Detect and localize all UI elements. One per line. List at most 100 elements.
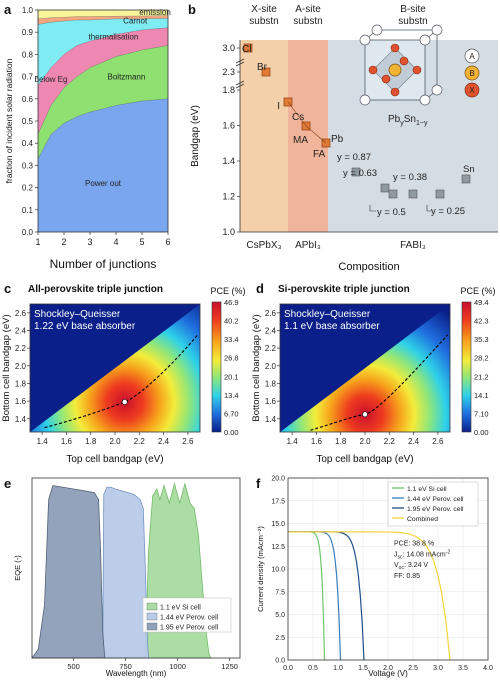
legend-label: 1.95 eV Perov. cell	[160, 625, 219, 632]
point-cl	[243, 43, 253, 53]
y-tick-label: 1.4	[222, 156, 235, 166]
point-label: Sn	[463, 164, 475, 175]
atom-x	[412, 65, 422, 75]
chart-e: 500 750 1000 1250 Wavelength (nm) EQE (-) 1.1 …	[13, 477, 241, 678]
legend-label: Combined	[407, 516, 438, 523]
series-label: thermalisation	[88, 33, 138, 42]
x-tick-label: 2.0	[109, 437, 121, 446]
colorbar-tick-label: 33.4	[224, 335, 239, 344]
axis-break	[235, 80, 245, 89]
legend-atom-label: A	[469, 52, 475, 61]
section-bottom-label: APbI₃	[295, 240, 321, 251]
x-tick-label: 1.8	[335, 437, 347, 446]
legend-atom-b	[464, 65, 480, 81]
y-axis-label: EQE (-)	[13, 555, 22, 581]
section-title: A-site	[295, 4, 321, 15]
area-emission	[38, 10, 168, 19]
y-tick-label: 0.8	[22, 50, 34, 59]
axis-break	[235, 58, 245, 67]
atom-a	[359, 34, 371, 46]
series-label: Boltzmann	[108, 73, 146, 82]
boundary-line	[37, 45, 169, 135]
metric-ff: FF: 0.85	[394, 573, 420, 580]
x-tick-label: 3.0	[433, 665, 443, 672]
connector-line	[287, 101, 307, 127]
y-tick-label: 1.6	[222, 121, 235, 131]
y-tick-label: 2.6	[15, 309, 27, 318]
chart-a: 0.0 0.1 0.2 0.3 0.4 0.5 0.6 0.7 0.8 0.9 1.0 1 2 3 4 5 6N…	[4, 6, 171, 271]
heatmap-mask	[280, 304, 450, 432]
x-tick-label: 2.4	[158, 437, 170, 446]
section-title: substn	[249, 16, 278, 27]
colorbar-tick-label: 28.2	[474, 354, 489, 363]
annotation-line2: 1.22 eV base absorber	[34, 321, 136, 332]
point-gray	[380, 183, 390, 193]
area-thermalisation	[38, 18, 168, 86]
y-tick-label: 0.5	[22, 117, 34, 126]
x-tick-label: 2.2	[134, 437, 146, 446]
y-tick-label: 2.0	[15, 362, 27, 371]
x-tick-label: 3	[87, 237, 92, 247]
point-label: y = 0.25	[431, 206, 465, 217]
y-axis-label: Bottom cell bandgap (eV)	[1, 314, 12, 421]
y-tick-label: 2.3	[222, 67, 235, 77]
x-tick-label: 1250	[221, 662, 238, 671]
legend-swatch	[146, 612, 158, 621]
legend-box	[142, 597, 232, 633]
boundary-line	[37, 27, 169, 86]
eqe-area-1	[102, 486, 149, 659]
x-tick-label: 5	[139, 237, 144, 247]
legend-swatch	[146, 602, 158, 611]
x-tick-label: 2.4	[408, 437, 420, 446]
y-tick-label: 2.0	[265, 362, 277, 371]
x-tick-label: 2.2	[384, 437, 396, 446]
y-tick-label: 2.2	[265, 344, 277, 353]
x-tick-label: 2.0	[359, 437, 371, 446]
colorbar-tick-label: 40.2	[224, 317, 239, 326]
y-tick-label: 0.2	[22, 184, 34, 193]
point-label: Cl	[242, 44, 251, 55]
point-gray	[388, 189, 398, 199]
colorbar-tick-label: 0.00	[474, 428, 489, 437]
x-tick-label: 1.0	[333, 665, 343, 672]
series-label: below Eg	[35, 75, 68, 84]
area-power-out	[38, 98, 168, 232]
colorbar-tick-label: 46.9	[224, 298, 239, 307]
legend-label: 1.44 eV Perov. cell	[407, 496, 464, 503]
y-tick-label: 2.5	[275, 635, 285, 642]
y-tick-label: 1.6	[265, 397, 277, 406]
plot-frame	[31, 477, 241, 659]
connector-line	[305, 125, 327, 144]
point-label: I	[277, 101, 280, 112]
area-boltzmann	[38, 45, 168, 159]
panel-f-label: f	[256, 476, 261, 491]
panel-d-label: d	[256, 281, 264, 296]
y-tick-label: 0.1	[22, 206, 34, 215]
point-label: y = 0.87	[337, 152, 371, 163]
chart-f: 0.0 0.5 1.0 1.5 2.0 2.5 3.0 3.5 4.0 0.0 2.5 5.0 7.5 1…	[256, 476, 493, 679]
panel-c-label: c	[4, 281, 12, 296]
section-bg	[288, 40, 328, 232]
colorbar-tick-label: 14.1	[474, 391, 489, 400]
x-tick-label: 2.5	[408, 665, 418, 672]
optimum-curve	[44, 334, 198, 429]
panel-a-label: a	[4, 2, 12, 17]
y-tick-label: 1.6	[15, 397, 27, 406]
boundary-line	[37, 18, 169, 25]
x-tick-label: 1.8	[85, 437, 97, 446]
colorbar-title: PCE (%)	[210, 286, 245, 296]
atom-a	[419, 94, 431, 106]
area-below-eg	[38, 27, 168, 135]
y-tick-label: 0.9	[22, 28, 34, 37]
x-tick-label: 2.6	[432, 437, 444, 446]
label-leader	[369, 205, 376, 212]
area-carnot	[38, 15, 168, 25]
section-title: substn	[293, 16, 322, 27]
colorbar-tick-label: 21.2	[474, 372, 489, 381]
y-tick-label: 1.4	[15, 415, 27, 424]
x-tick-label: 2.0	[383, 665, 393, 672]
y-tick-label: 2.4	[15, 326, 27, 335]
legend-atom-a	[464, 48, 480, 64]
y-tick-label: 0.4	[22, 139, 34, 148]
x-axis-label: Top cell bandgap (eV)	[316, 454, 413, 465]
